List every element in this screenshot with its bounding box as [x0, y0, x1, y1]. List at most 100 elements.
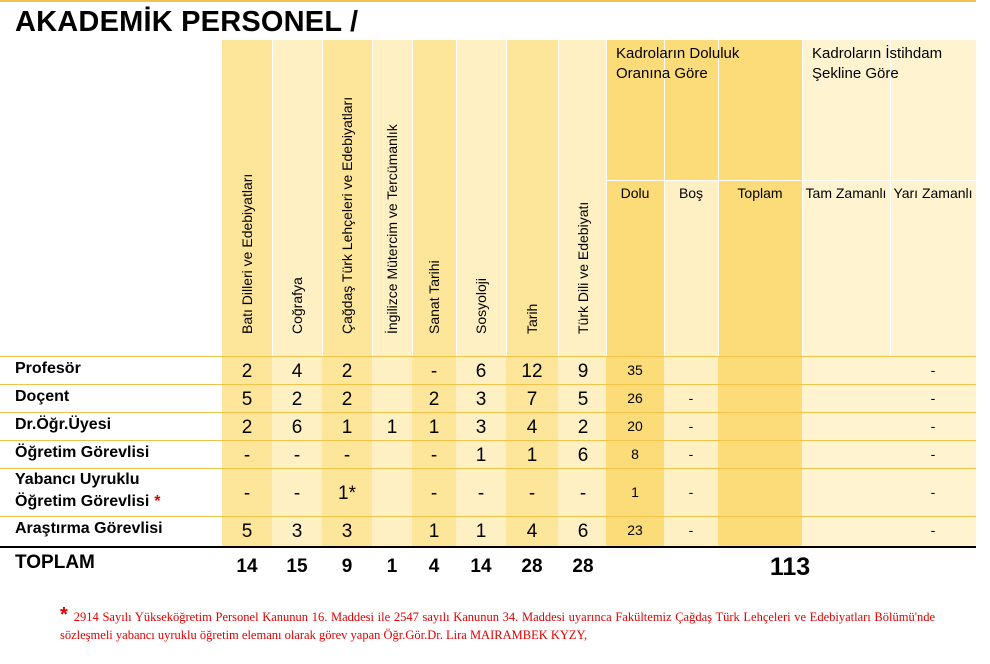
dept-header-label: Türk Dili ve Edebiyatı [575, 201, 591, 334]
sub-header: Toplam [737, 185, 783, 201]
total-value: 1 [386, 556, 398, 577]
column-separator [558, 40, 559, 356]
column-separator [456, 40, 457, 356]
column-separator [372, 40, 373, 356]
toplam-column-bg [718, 180, 802, 546]
column-separator [506, 40, 507, 356]
cell-value: 6 [577, 521, 589, 542]
top-rule [0, 0, 976, 2]
sub-header: Yarı Zamanlı [893, 185, 973, 201]
footnote: * 2914 Sayılı Yükseköğretim Personel Kanu… [60, 605, 935, 644]
cell-value: 9 [577, 361, 589, 382]
cell-value: 1 [428, 521, 440, 542]
column-separator [322, 40, 323, 356]
dept-header: Sosyoloji [456, 40, 506, 356]
yari-column-bg [890, 180, 976, 546]
cell-value: - [293, 483, 301, 504]
cell-value: 5 [241, 521, 253, 542]
bos-value: - [688, 522, 694, 538]
dept-column-bg [558, 40, 608, 546]
cell-value: 5 [577, 389, 589, 410]
dolu-column-bg [606, 180, 664, 546]
cell-value: - [430, 445, 438, 466]
cell-value: 5 [241, 389, 253, 410]
dolu-value: 35 [627, 362, 643, 378]
dept-header: Sanat Tarihi [412, 40, 456, 356]
bos-value: - [688, 418, 694, 434]
row-line [0, 516, 976, 517]
cell-value: 1 [341, 417, 353, 438]
sub-header: Boş [678, 185, 704, 201]
dolu-value: 23 [627, 522, 643, 538]
row-label: Yabancı Uyruklu [15, 471, 140, 488]
total-value: 14 [236, 556, 258, 577]
column-separator [272, 40, 273, 356]
cell-value: - [430, 361, 438, 382]
cell-value: 1 [386, 417, 398, 438]
dept-column-bg [272, 40, 322, 546]
row-label: Dr.Öğr.Üyesi [15, 416, 112, 433]
dept-header-label: Batı Dilleri ve Edebiyatları [239, 173, 255, 334]
cell-value: 2 [341, 361, 353, 382]
cell-value: - [528, 483, 536, 504]
row-label: Profesör [15, 360, 81, 377]
cell-value: - [579, 483, 587, 504]
total-value: 4 [428, 556, 440, 577]
cell-value: 1 [526, 445, 538, 466]
dept-header: İngilizce Mütercim ve Tercümanlık [372, 40, 412, 356]
dolu-value: 1 [631, 484, 639, 500]
cell-value: 4 [526, 521, 538, 542]
column-separator [412, 40, 413, 356]
dept-header-label: İngilizce Mütercim ve Tercümanlık [384, 124, 400, 334]
dolu-value: 8 [631, 446, 639, 462]
column-separator [890, 40, 891, 356]
cell-value: 12 [521, 361, 543, 382]
cell-value: 2 [291, 389, 303, 410]
sub-header: Dolu [620, 185, 650, 201]
row-line [0, 384, 976, 385]
cell-value: 4 [291, 361, 303, 382]
dept-header: Tarih [506, 40, 558, 356]
total-value: 28 [521, 556, 543, 577]
sub-header: Tam Zamanlı [805, 185, 887, 201]
row-line [0, 440, 976, 441]
dept-column-bg [372, 40, 412, 546]
cell-value: - [430, 483, 438, 504]
cell-value: - [243, 445, 251, 466]
grand-total: 113 [769, 553, 811, 581]
footnote-text: 2914 Sayılı Yükseköğretim Personel Kanun… [60, 610, 935, 642]
dept-header: Türk Dili ve Edebiyatı [558, 40, 608, 356]
row-label: Öğretim Görevlisi [15, 444, 150, 461]
cell-value: 3 [475, 389, 487, 410]
total-value: 14 [470, 556, 492, 577]
totals-rule [0, 546, 976, 548]
cell-value: 2 [428, 389, 440, 410]
cell-value: - [343, 445, 351, 466]
total-value: 28 [572, 556, 594, 577]
yari-value: - [930, 418, 936, 434]
bos-column-bg [664, 180, 718, 546]
cell-value: 6 [577, 445, 589, 466]
cell-value: 1* [338, 483, 356, 504]
employment-header-bg [802, 40, 976, 180]
totals-label: TOPLAM [15, 552, 95, 573]
dept-header: Çağdaş Türk Lehçeleri ve Edebiyatları [322, 40, 372, 356]
cell-value: - [477, 483, 485, 504]
occupancy-group-header: Kadroların Doluluk Oranına Göre [616, 45, 740, 82]
occupancy-header-bg [606, 40, 802, 180]
page-title: AKADEMİK PERSONEL / [15, 6, 359, 38]
yari-value: - [930, 484, 936, 500]
dept-column-bg [456, 40, 506, 546]
column-separator [718, 40, 719, 356]
cell-value: 3 [475, 417, 487, 438]
dolu-value: 20 [627, 418, 643, 434]
group-divider [606, 180, 976, 181]
column-separator [606, 40, 607, 356]
cell-value: - [293, 445, 301, 466]
column-separator [664, 40, 665, 356]
bos-value: - [688, 446, 694, 462]
cell-value: 7 [526, 389, 538, 410]
dept-column-bg [506, 40, 558, 546]
cell-value: 2 [241, 417, 253, 438]
dept-column-bg [222, 40, 272, 546]
